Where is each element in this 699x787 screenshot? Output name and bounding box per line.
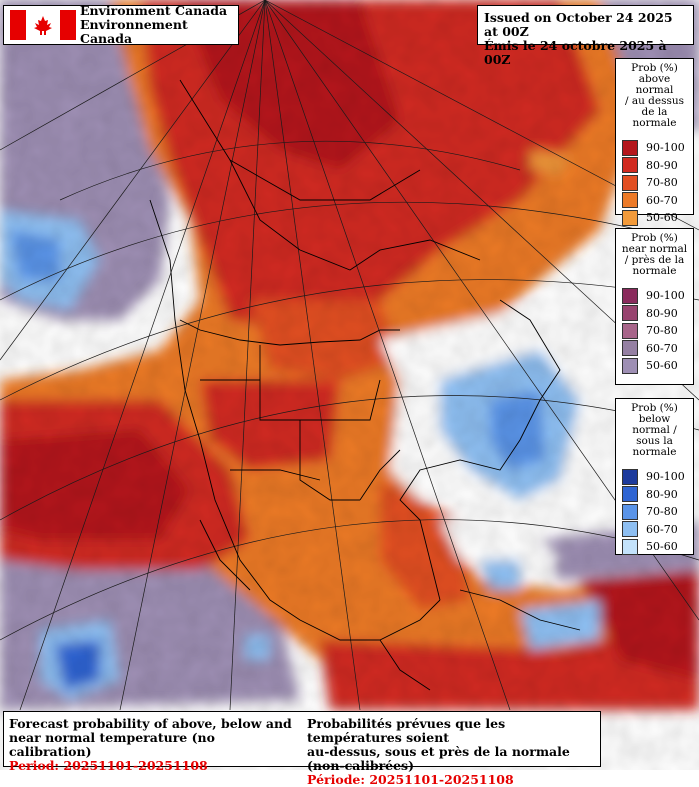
legend-label: 50-60	[646, 211, 678, 225]
legend-title-line: Prob (%)	[631, 232, 678, 244]
legend-label: 70-80	[646, 324, 678, 338]
legend-swatch	[622, 322, 638, 339]
legend-swatch	[622, 503, 638, 520]
legend-label: 80-90	[646, 158, 678, 172]
legend-swatch	[622, 538, 638, 555]
issued-info: Issued on October 24 2025 at 00Z Émis le…	[477, 5, 694, 67]
legend-label: 80-90	[646, 306, 678, 320]
legend-below-title: Prob (%) below normal / sous la normale	[619, 403, 690, 458]
legend-above-normal: Prob (%) above normal / au dessus de la …	[615, 58, 694, 226]
legend-label: 60-70	[646, 341, 678, 355]
legend-item: 50-60	[619, 357, 690, 375]
legend-near-normal: Prob (%) near normal / près de la normal…	[615, 228, 694, 385]
footer-fr-line1: Probabilités prévues que les température…	[307, 716, 506, 745]
footer-en-line2: near normal temperature (no calibration)	[9, 730, 215, 759]
legend-title-line: Prob (%)	[631, 62, 678, 74]
map-texture	[0, 0, 699, 770]
legend-title-line: Prob (%)	[631, 402, 678, 414]
legend-label: 80-90	[646, 487, 678, 501]
legend-near-title: Prob (%) near normal / près de la normal…	[619, 233, 690, 277]
legend-below-normal: Prob (%) below normal / sous la normale …	[615, 398, 694, 555]
legend-swatch	[622, 209, 638, 226]
legend-title-line: / près de la	[624, 254, 685, 266]
footer-english: Forecast probability of above, below and…	[4, 712, 302, 773]
legend-swatch	[622, 287, 638, 304]
footer-fr-line2: au-dessus, sous et près de la normale (n…	[307, 744, 570, 773]
legend-swatch	[622, 174, 638, 191]
legend-label: 70-80	[646, 505, 678, 519]
legend-item: 70-80	[619, 503, 690, 521]
legend-above-title: Prob (%) above normal / au dessus de la …	[619, 63, 690, 129]
footer-description: Forecast probability of above, below and…	[3, 711, 601, 787]
agency-header: Environment Canada Environnement Canada	[3, 3, 239, 46]
legend-label: 70-80	[646, 176, 678, 190]
legend-item: 70-80	[619, 174, 690, 192]
legend-label: 50-60	[646, 540, 678, 554]
legend-item: 80-90	[619, 305, 690, 323]
legend-title-line: / au dessus	[624, 95, 685, 107]
legend-title-line: sous la normale	[632, 435, 677, 458]
legend-swatch	[622, 357, 638, 374]
legend-item: 60-70	[619, 521, 690, 539]
legend-item: 60-70	[619, 192, 690, 210]
legend-swatch	[622, 486, 638, 503]
footer-french: Probabilités prévues que les température…	[302, 712, 600, 787]
legend-label: 60-70	[646, 193, 678, 207]
graticule	[0, 0, 699, 711]
legend-title-line: above normal	[635, 73, 674, 96]
legend-swatch	[622, 468, 638, 485]
canada-flag-icon	[10, 10, 76, 40]
legend-swatch	[622, 192, 638, 209]
legend-item: 60-70	[619, 340, 690, 358]
borders	[149, 79, 581, 691]
legend-item: 90-100	[619, 287, 690, 305]
legend-label: 90-100	[646, 141, 685, 155]
legend-title-line: near normal	[621, 243, 688, 255]
legend-item: 50-60	[619, 538, 690, 556]
footer-fr-period: Période: 20251101-20251108	[307, 772, 514, 787]
legend-swatch	[622, 157, 638, 174]
legend-item: 70-80	[619, 322, 690, 340]
legend-title-line: de la normale	[632, 106, 677, 129]
legend-label: 90-100	[646, 470, 685, 484]
legend-item: 90-100	[619, 139, 690, 157]
legend-label: 50-60	[646, 359, 678, 373]
legend-title-line: normale	[632, 265, 677, 277]
legend-label: 90-100	[646, 289, 685, 303]
legend-item: 90-100	[619, 468, 690, 486]
legend-title-line: below normal /	[632, 413, 677, 436]
legend-item: 80-90	[619, 157, 690, 175]
agency-name-en: Environment Canada	[80, 3, 228, 18]
legend-swatch	[622, 521, 638, 538]
legend-swatch	[622, 139, 638, 156]
issued-en: Issued on October 24 2025 at 00Z	[484, 10, 673, 39]
issued-fr: Émis le 24 octobre 2025 à 00Z	[484, 38, 667, 67]
footer-en-period: Period: 20251101-20251108	[9, 758, 208, 773]
agency-name-fr: Environnement Canada	[80, 17, 188, 46]
footer-en-line1: Forecast probability of above, below and	[9, 716, 292, 731]
legend-swatch	[622, 340, 638, 357]
legend-label: 60-70	[646, 522, 678, 536]
legend-swatch	[622, 305, 638, 322]
legend-item: 50-60	[619, 209, 690, 227]
probability-map	[0, 0, 699, 770]
legend-item: 80-90	[619, 486, 690, 504]
